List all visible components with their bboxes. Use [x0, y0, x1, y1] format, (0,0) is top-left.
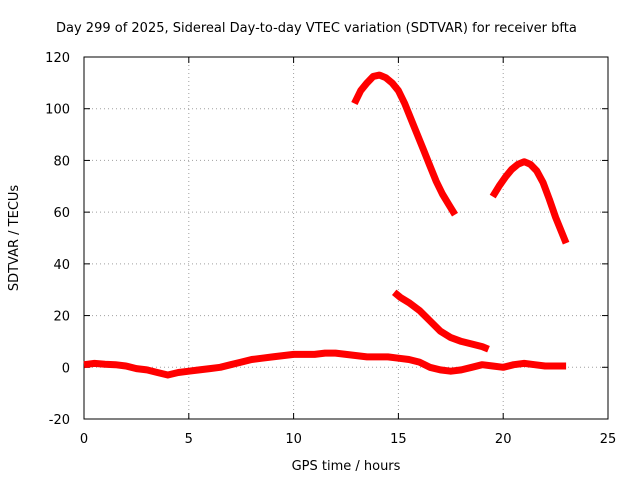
x-axis-label: GPS time / hours — [292, 459, 401, 474]
y-tick-label: 120 — [45, 51, 70, 66]
series-line-arc2 — [489, 158, 570, 245]
y-tick-label: -20 — [49, 413, 70, 428]
series-line-arc1 — [351, 71, 458, 217]
chart-title: Day 299 of 2025, Sidereal Day-to-day VTE… — [56, 21, 577, 36]
y-tick-label: 0 — [62, 361, 70, 376]
y-tick-label: 40 — [53, 258, 70, 273]
x-tick-label: 25 — [600, 432, 617, 447]
series-layer — [83, 71, 570, 379]
y-tick-label: 80 — [53, 154, 70, 169]
x-tick-label: 5 — [185, 432, 193, 447]
x-tick-label: 0 — [80, 432, 88, 447]
x-tick-label: 15 — [390, 432, 407, 447]
plot-frame — [83, 56, 609, 420]
series-line-baseline — [83, 349, 567, 379]
series-line-arc3 — [391, 289, 490, 353]
y-tick-label: 100 — [45, 103, 70, 118]
x-tick-label: 20 — [495, 432, 512, 447]
y-tick-label: 20 — [53, 310, 70, 325]
y-tick-label: 60 — [53, 206, 70, 221]
x-tick-label: 10 — [285, 432, 302, 447]
y-axis-label: SDTVAR / TECUs — [7, 185, 22, 292]
axis-ticks: 0 5 10 15 20 25 -20 0 20 40 60 80 100 120 — [45, 51, 616, 447]
